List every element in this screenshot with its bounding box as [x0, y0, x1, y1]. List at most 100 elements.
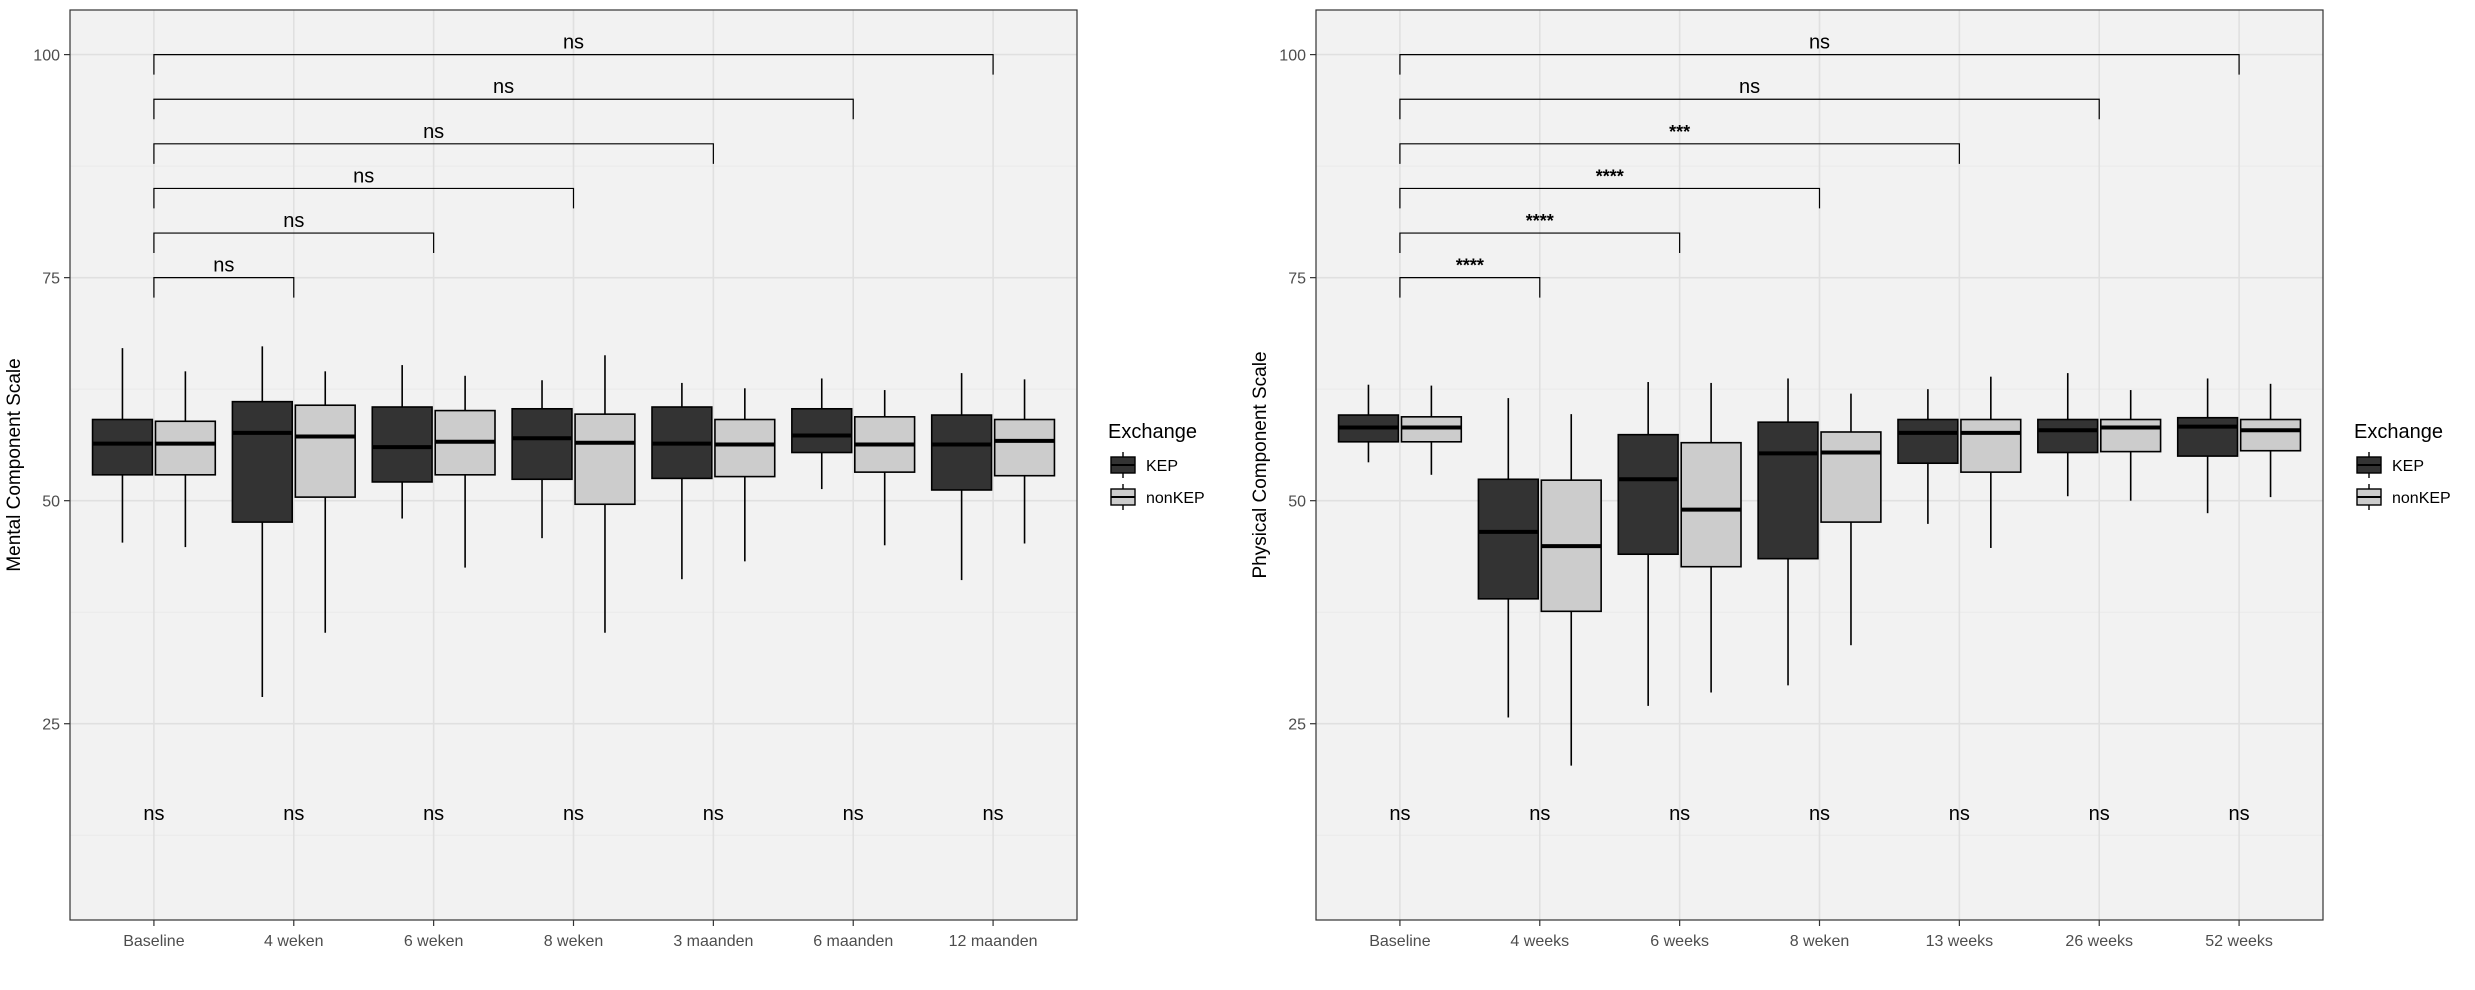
- x-tick-label: 6 maanden: [813, 933, 893, 950]
- box-nonKEP-5: [714, 388, 776, 562]
- bracket-line: [153, 143, 714, 164]
- significance-bracket: ns: [153, 210, 435, 254]
- box-body: [993, 418, 1056, 477]
- y-axis-title: Physical Component Scale: [1250, 351, 1271, 578]
- box-nonKEP-1: [154, 371, 217, 548]
- box-KEP-3: [371, 365, 433, 519]
- bracket-line: [153, 232, 435, 254]
- bracket-line: [153, 54, 994, 75]
- legend-title: Exchange: [2354, 421, 2443, 443]
- significance-bracket: ***: [1399, 122, 1960, 164]
- legend-key-nonKEP: [1110, 484, 1136, 510]
- legend-key-nonKEP: [2356, 484, 2382, 510]
- bracket-line: [1399, 143, 1960, 164]
- significance-bracket: ns: [153, 76, 854, 120]
- x-tick-label: 12 maanden: [949, 933, 1038, 950]
- group-comparison-label: ns: [143, 803, 164, 825]
- y-axis-title: Mental Component Scale: [4, 358, 25, 571]
- bracket-label: ns: [1739, 76, 1760, 98]
- box-body: [714, 418, 776, 478]
- box-KEP-6: [2037, 373, 2099, 497]
- y-tick-label: 75: [42, 271, 60, 288]
- box-nonKEP-7: [2239, 383, 2302, 498]
- x-tick-label: 6 weeks: [1650, 933, 1709, 950]
- group-comparison-label: ns: [2089, 803, 2110, 825]
- box-body: [1617, 433, 1679, 556]
- significance-bracket: ns: [1399, 32, 2240, 75]
- x-tick-label: Baseline: [1369, 933, 1430, 950]
- box-nonKEP-6: [853, 390, 916, 546]
- legend-label: nonKEP: [2392, 490, 2451, 507]
- group-comparison-label: ns: [423, 803, 444, 825]
- box-nonKEP-4: [1820, 393, 1882, 646]
- box-nonKEP-1: [1400, 385, 1463, 475]
- bracket-label: ns: [563, 32, 584, 54]
- bracket-line: [1399, 98, 2100, 120]
- bracket-line: [1399, 54, 2240, 75]
- group-comparison-label: ns: [1949, 803, 1970, 825]
- box-body: [930, 414, 993, 491]
- box-body: [2099, 418, 2162, 453]
- box-body: [231, 400, 294, 523]
- bracket-line: [153, 277, 295, 298]
- box-KEP-5: [1897, 389, 1959, 524]
- legend-label: nonKEP: [1146, 490, 1205, 507]
- group-comparison-label: ns: [563, 803, 584, 825]
- box-KEP-3: [1617, 382, 1679, 706]
- bracket-label: ****: [1456, 256, 1484, 276]
- box-KEP-2: [231, 346, 294, 697]
- bracket-line: [153, 187, 575, 209]
- box-body: [1477, 478, 1540, 600]
- box-KEP-1: [1337, 384, 1400, 463]
- group-comparison-label: ns: [1389, 803, 1410, 825]
- bracket-line: [1399, 187, 1821, 209]
- bracket-line: [1399, 232, 1681, 254]
- significance-bracket: ****: [1399, 256, 1541, 298]
- significance-bracket: ns: [1399, 76, 2100, 120]
- legend-title: Exchange: [1108, 421, 1197, 443]
- group-comparison-label: ns: [983, 803, 1004, 825]
- box-KEP-1: [91, 348, 154, 543]
- x-tick-label: 8 weken: [1790, 933, 1850, 950]
- bracket-label: ****: [1526, 211, 1554, 231]
- panel-border: [69, 9, 1078, 921]
- box-body: [154, 420, 217, 476]
- box-body: [574, 413, 636, 506]
- bracket-label: ns: [353, 165, 374, 187]
- box-nonKEP-2: [294, 371, 356, 633]
- legend-key-KEP: [2356, 452, 2382, 478]
- bracket-label: ns: [1809, 32, 1830, 54]
- x-tick-label: 52 weeks: [2205, 933, 2273, 950]
- significance-bracket: ns: [153, 32, 994, 75]
- y-tick-label: 100: [1279, 48, 1306, 65]
- legend: Exchange KEP nonKEP: [1108, 421, 1205, 510]
- legend-label: KEP: [2392, 458, 2424, 475]
- panel-1: 25 50 75 100 Baseline 4 weken 6 weken 8 weken 3 …: [4, 9, 1205, 950]
- box-body: [1820, 431, 1882, 523]
- x-tick-label: 8 weken: [544, 933, 604, 950]
- bracket-label: ns: [283, 210, 304, 232]
- panel-2: 25 50 75 100 Baseline 4 weeks 6 weeks 8 weken 13…: [1250, 9, 2451, 950]
- legend-key-KEP: [1110, 452, 1136, 478]
- x-tick-label: 3 maanden: [673, 933, 753, 950]
- box-body: [1960, 418, 2022, 473]
- box-KEP-4: [1757, 378, 1819, 686]
- bracket-label: ****: [1596, 166, 1624, 186]
- box-nonKEP-4: [574, 355, 636, 633]
- box-body: [2037, 418, 2099, 454]
- box-nonKEP-2: [1540, 414, 1602, 766]
- box-body: [1897, 418, 1959, 465]
- box-body: [371, 406, 433, 483]
- box-KEP-2: [1477, 398, 1540, 718]
- x-tick-label: 4 weken: [264, 933, 324, 950]
- x-tick-label: 4 weeks: [1510, 933, 1569, 950]
- box-body: [91, 418, 154, 476]
- box-body: [294, 404, 356, 498]
- x-tick-label: Baseline: [123, 933, 184, 950]
- group-comparison-label: ns: [1809, 803, 1830, 825]
- group-comparison-label: ns: [843, 803, 864, 825]
- box-KEP-6: [791, 378, 853, 490]
- box-KEP-7: [2176, 378, 2239, 514]
- group-comparison-label: ns: [1669, 803, 1690, 825]
